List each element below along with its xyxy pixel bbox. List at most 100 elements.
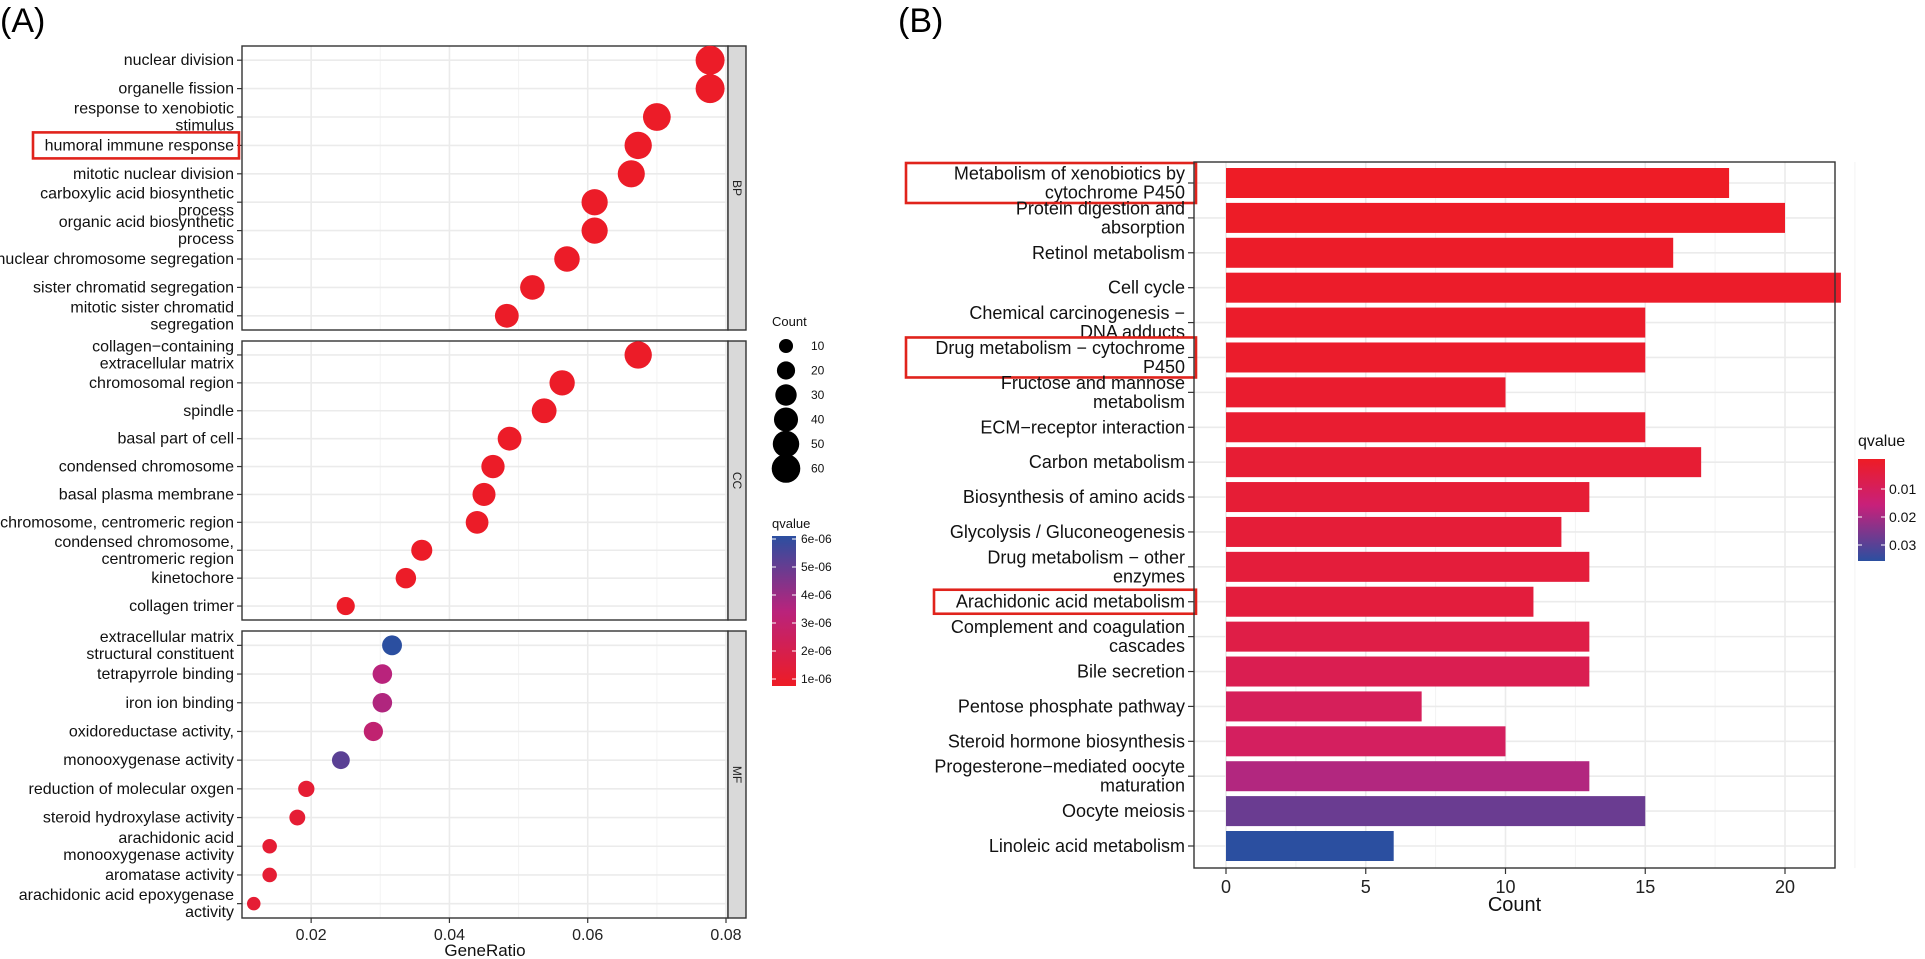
term-label: mitotic sister chromatid segregation [70, 299, 234, 333]
x-tick-label: 0.02 [296, 927, 327, 944]
term-label-line: reduction of molecular oxgen [29, 781, 234, 798]
bar-label-line: ECM−receptor interaction [980, 417, 1185, 437]
qvalue-legend-b-title: qvalue [1858, 433, 1905, 450]
qvalue-legend-a-label: 5e-06 [801, 560, 832, 574]
qvalue-legend-b-label: 0.01 [1889, 481, 1916, 497]
dot [363, 721, 383, 742]
x-tick-label: 10 [1495, 877, 1515, 897]
dot [246, 896, 261, 911]
dot [382, 635, 402, 656]
facet-panel [242, 341, 728, 620]
term-label: basal part of cell [117, 431, 234, 448]
term-label: arachidonic acid monooxygenase activity [63, 830, 234, 864]
term-label: nuclear chromosome segregation [0, 251, 234, 268]
term-label-line: spindle [183, 403, 234, 420]
term-label-line: extracellular matrix [100, 629, 234, 646]
bar-label-line: Glycolysis / Gluconeogenesis [950, 522, 1185, 542]
term-label: organelle fission [118, 81, 234, 98]
bar-label-line: cascades [1109, 636, 1185, 656]
bar-label-line: enzymes [1113, 566, 1185, 586]
dot [549, 370, 575, 396]
x-tick-label: 0 [1221, 877, 1231, 897]
bar-label-line: absorption [1101, 217, 1185, 237]
x-axis-b: 0 5 10 15 20 Count [1221, 868, 1795, 916]
dot [472, 482, 496, 506]
term-label: chromosome, centromeric region [0, 514, 234, 531]
x-tick-label: 0.06 [572, 927, 603, 944]
term-label-line: centromeric region [102, 551, 235, 568]
term-label-line: stimulus [175, 118, 234, 135]
term-label-line: organic acid biosynthetic [59, 214, 234, 231]
term-label-line: iron ion binding [125, 695, 234, 712]
size-legend-title: Count [772, 314, 807, 329]
bar-label-line: P450 [1143, 357, 1185, 377]
term-label: reduction of molecular oxgen [29, 781, 234, 798]
dot [617, 160, 645, 188]
qvalue-legend-b-label: 0.03 [1889, 537, 1916, 553]
bar [1226, 516, 1562, 547]
term-label: monooxygenase activity [63, 752, 234, 769]
bar-label: Pentose phosphate pathway [958, 696, 1185, 716]
term-label-line: humoral immune response [45, 137, 235, 154]
term-label-line: monooxygenase activity [63, 847, 234, 864]
facet-panel [242, 46, 728, 330]
term-label-line: basal plasma membrane [59, 486, 234, 503]
x-axis-title: Count [1488, 894, 1542, 916]
term-label-line: chromosome, centromeric region [0, 514, 234, 531]
size-legend-dot [771, 454, 801, 483]
size-legend-label: 10 [811, 339, 825, 353]
qvalue-legend-a-label: 3e-06 [801, 616, 832, 630]
bar-label-line: Biosynthesis of amino acids [963, 487, 1185, 507]
bar-label-line: Metabolism of xenobiotics by [954, 164, 1185, 184]
term-label-line: steroid hydroxylase activity [43, 810, 234, 827]
dot [695, 74, 725, 104]
term-label: humoral immune response [45, 137, 235, 154]
term-label: oxidoreductase activity, [69, 723, 234, 740]
facet-panel [242, 631, 728, 918]
qvalue-legend-a-label: 2e-06 [801, 644, 832, 658]
qvalue-legend-a-label: 4e-06 [801, 588, 832, 602]
highlight-box [31, 131, 241, 160]
term-label-line: organelle fission [118, 81, 234, 98]
term-label: mitotic nuclear division [73, 166, 234, 183]
facet-strip-label: BP [730, 180, 744, 196]
bar-plot-panel: Metabolism of xenobiotics by cytochrome P… [904, 161, 1856, 869]
size-legend-dot [778, 338, 794, 354]
dot [331, 751, 350, 770]
term-label-line: monooxygenase activity [63, 752, 234, 769]
dot [624, 341, 652, 369]
bar [1226, 831, 1394, 861]
term-label-line: chromosomal region [89, 375, 234, 392]
bar [1226, 761, 1590, 792]
size-legend-label: 30 [811, 388, 825, 402]
dot [336, 596, 355, 616]
qvalue-legend-a-title: qvalue [772, 516, 810, 531]
dot-plot-a: BP nuclear division organelle fission respo… [0, 45, 747, 959]
term-label-line: carboxylic acid biosynthetic [40, 186, 234, 203]
bar-label-line: Chemical carcinogenesis − [969, 303, 1185, 323]
term-label: condensed chromosome [59, 459, 234, 476]
term-label: kinetochore [151, 570, 234, 587]
bar-label-line: Complement and coagulation [951, 617, 1185, 637]
bar-label-line: Progesterone−mediated oocyte [934, 757, 1185, 777]
dot [395, 567, 417, 589]
bar-label: Glycolysis / Gluconeogenesis [950, 522, 1185, 542]
dot [372, 664, 393, 684]
bar-label: Progesterone−mediated oocyte maturation [934, 757, 1185, 796]
bar-label-line: Bile secretion [1077, 662, 1185, 682]
facet-strip [727, 45, 747, 331]
facet-cc: CC collagen−containing extracellular matri… [0, 338, 747, 621]
dot [411, 539, 433, 561]
term-label-line: mitotic sister chromatid [70, 299, 234, 316]
bar-label-line: cytochrome P450 [1045, 183, 1185, 203]
bar-label: Drug metabolism − cytochrome P450 [935, 338, 1185, 377]
x-tick-label: 5 [1361, 877, 1371, 897]
bar-label-line: metabolism [1093, 392, 1185, 412]
term-label: extracellular matrix structural constitue… [86, 629, 234, 663]
bar [1226, 621, 1590, 652]
term-label-line: condensed chromosome [59, 459, 234, 476]
qvalue-legend-b: qvalue 0.01 0.02 0.03 [1858, 433, 1916, 561]
size-legend-dot [772, 430, 800, 458]
term-label: carboxylic acid biosynthetic process [40, 186, 234, 220]
size-legend: Count 10 20 30 40 50 60 [771, 314, 825, 483]
